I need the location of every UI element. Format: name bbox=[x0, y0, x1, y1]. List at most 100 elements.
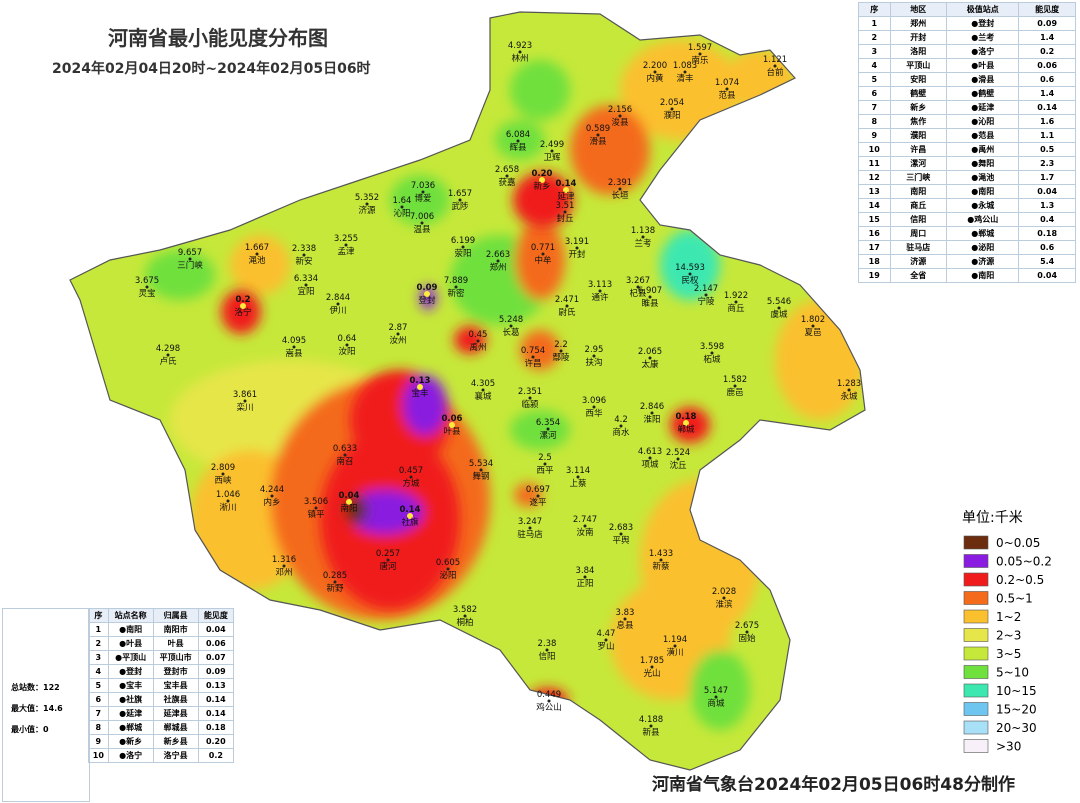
table-cell: 许昌 bbox=[889, 142, 948, 157]
station-value: 0.449 bbox=[537, 690, 561, 700]
station-name: 南召 bbox=[336, 456, 353, 467]
station-dot bbox=[725, 87, 729, 91]
legend-swatch bbox=[963, 628, 989, 642]
table-cell: 漯河 bbox=[889, 156, 948, 171]
station-name: 博爱 bbox=[414, 193, 431, 204]
stat-line: 总站数：122 bbox=[11, 683, 60, 692]
table-cell: 0.18 bbox=[197, 720, 235, 735]
station-value: 1.64 bbox=[393, 196, 412, 206]
table-row: 12 三门峡 ●渑池 1.7 bbox=[858, 170, 1076, 185]
table-cell: 7 bbox=[88, 706, 109, 721]
station-name: 永城 bbox=[840, 391, 858, 402]
station-value: 2.147 bbox=[694, 284, 718, 294]
legend-swatch bbox=[963, 554, 989, 568]
legend-label: 15~20 bbox=[996, 703, 1037, 717]
station-name: 浚县 bbox=[611, 117, 629, 128]
station-name: 开封 bbox=[568, 249, 586, 260]
station-name: 淮滨 bbox=[715, 599, 733, 610]
station-value: 6.334 bbox=[294, 274, 318, 284]
table-row: 5 ●宝丰 宝丰县 0.13 bbox=[88, 678, 235, 693]
header-row: 序地区 极值站点 能见度 bbox=[858, 2, 1076, 17]
table-cell: ●新乡 bbox=[107, 734, 154, 749]
stat-line: 最大值：14.6 bbox=[11, 704, 63, 713]
station-name: 杞县 bbox=[629, 288, 647, 299]
legend-label: 20~30 bbox=[996, 721, 1037, 735]
table-cell: ●延津 bbox=[946, 100, 1020, 115]
station-value: 2.524 bbox=[666, 448, 690, 458]
station-value: 3.191 bbox=[565, 237, 589, 247]
station-dot bbox=[777, 306, 781, 310]
table-cell: 15 bbox=[858, 212, 891, 227]
station-name: 新县 bbox=[642, 727, 660, 738]
table-cell: 0.13 bbox=[197, 678, 235, 693]
station-name: 漯河 bbox=[539, 430, 557, 441]
station-name: 嵩县 bbox=[285, 348, 303, 359]
station-dot bbox=[528, 526, 532, 530]
station-value: 2.065 bbox=[638, 347, 662, 357]
station-name: 汝州 bbox=[389, 335, 406, 346]
station-dot bbox=[479, 468, 483, 472]
stat-line: 最小值：0 bbox=[11, 725, 49, 734]
table-cell: 0.6 bbox=[1018, 240, 1076, 255]
station-dot bbox=[714, 695, 718, 699]
station-value: 1.121 bbox=[763, 55, 787, 65]
station-dot bbox=[346, 499, 352, 505]
table-cell: 三门峡 bbox=[889, 170, 948, 185]
station-dot bbox=[541, 252, 545, 256]
table-cell: 5 bbox=[88, 678, 109, 693]
station-name: 尉氏 bbox=[558, 307, 576, 318]
station-dot bbox=[531, 355, 535, 359]
table-row: 4 平顶山 ●叶县 0.06 bbox=[858, 58, 1076, 73]
station-dot bbox=[676, 457, 680, 461]
station-value: 2.658 bbox=[495, 165, 519, 175]
station-dot bbox=[516, 139, 520, 143]
station-dot bbox=[575, 246, 579, 250]
station-name: 邓州 bbox=[275, 568, 292, 578]
station-dot bbox=[536, 494, 540, 498]
station-dot bbox=[270, 494, 274, 498]
table-cell: 郸城县 bbox=[152, 720, 199, 735]
station-name: 清丰 bbox=[676, 73, 694, 84]
station-value: 6.084 bbox=[506, 130, 530, 140]
table-row: 1 郑州 ●登封 0.09 bbox=[858, 16, 1076, 31]
station-dot bbox=[518, 50, 522, 54]
station-value: 4.2 bbox=[614, 415, 628, 425]
table-cell: 0.04 bbox=[1018, 184, 1076, 199]
table-cell: 驻马店 bbox=[889, 240, 948, 255]
station-name: 济源 bbox=[358, 205, 376, 216]
legend-swatch bbox=[963, 683, 989, 698]
table-cell: 8 bbox=[88, 720, 109, 735]
station-value: 2.351 bbox=[518, 387, 542, 397]
table-cell: ●宝丰 bbox=[107, 678, 154, 693]
table-row: 10 许昌 ●禹州 0.5 bbox=[858, 142, 1076, 157]
table-cell: 周口 bbox=[889, 226, 948, 241]
station-name: 卢氏 bbox=[159, 356, 177, 367]
station-value: 2.95 bbox=[585, 345, 604, 355]
station-dot bbox=[458, 198, 462, 202]
table-cell: 商丘 bbox=[889, 198, 948, 213]
table-cell: ●南阳 bbox=[946, 184, 1020, 199]
table-cell: 6 bbox=[858, 86, 891, 101]
station-value: 0.14 bbox=[556, 179, 577, 189]
station-name: 郸城 bbox=[677, 424, 695, 435]
legend-swatch bbox=[963, 591, 989, 605]
station-dot bbox=[811, 324, 815, 328]
station-value: 4.188 bbox=[639, 715, 663, 725]
station-dot bbox=[623, 617, 627, 621]
table-cell: ●南阳 bbox=[946, 268, 1020, 283]
table-cell: 1.6 bbox=[1018, 114, 1076, 129]
station-name: 柘城 bbox=[703, 354, 721, 365]
table-cell: 洛阳 bbox=[889, 44, 948, 59]
station-value: 5.147 bbox=[704, 686, 728, 696]
legend-swatch bbox=[963, 665, 989, 679]
table-row: 3 洛阳 ●洛宁 0.2 bbox=[858, 44, 1076, 59]
station-name: 渑池 bbox=[248, 255, 266, 266]
station-name: 南阳 bbox=[340, 503, 357, 514]
table-cell: ●滑县 bbox=[946, 72, 1020, 87]
station-name: 温县 bbox=[413, 224, 431, 235]
station-dot bbox=[240, 303, 246, 309]
station-value: 2.675 bbox=[735, 621, 759, 631]
table-cell: 1.7 bbox=[1018, 170, 1076, 185]
station-name: 鄢陵 bbox=[552, 353, 570, 363]
station-value: 1.046 bbox=[216, 490, 240, 500]
